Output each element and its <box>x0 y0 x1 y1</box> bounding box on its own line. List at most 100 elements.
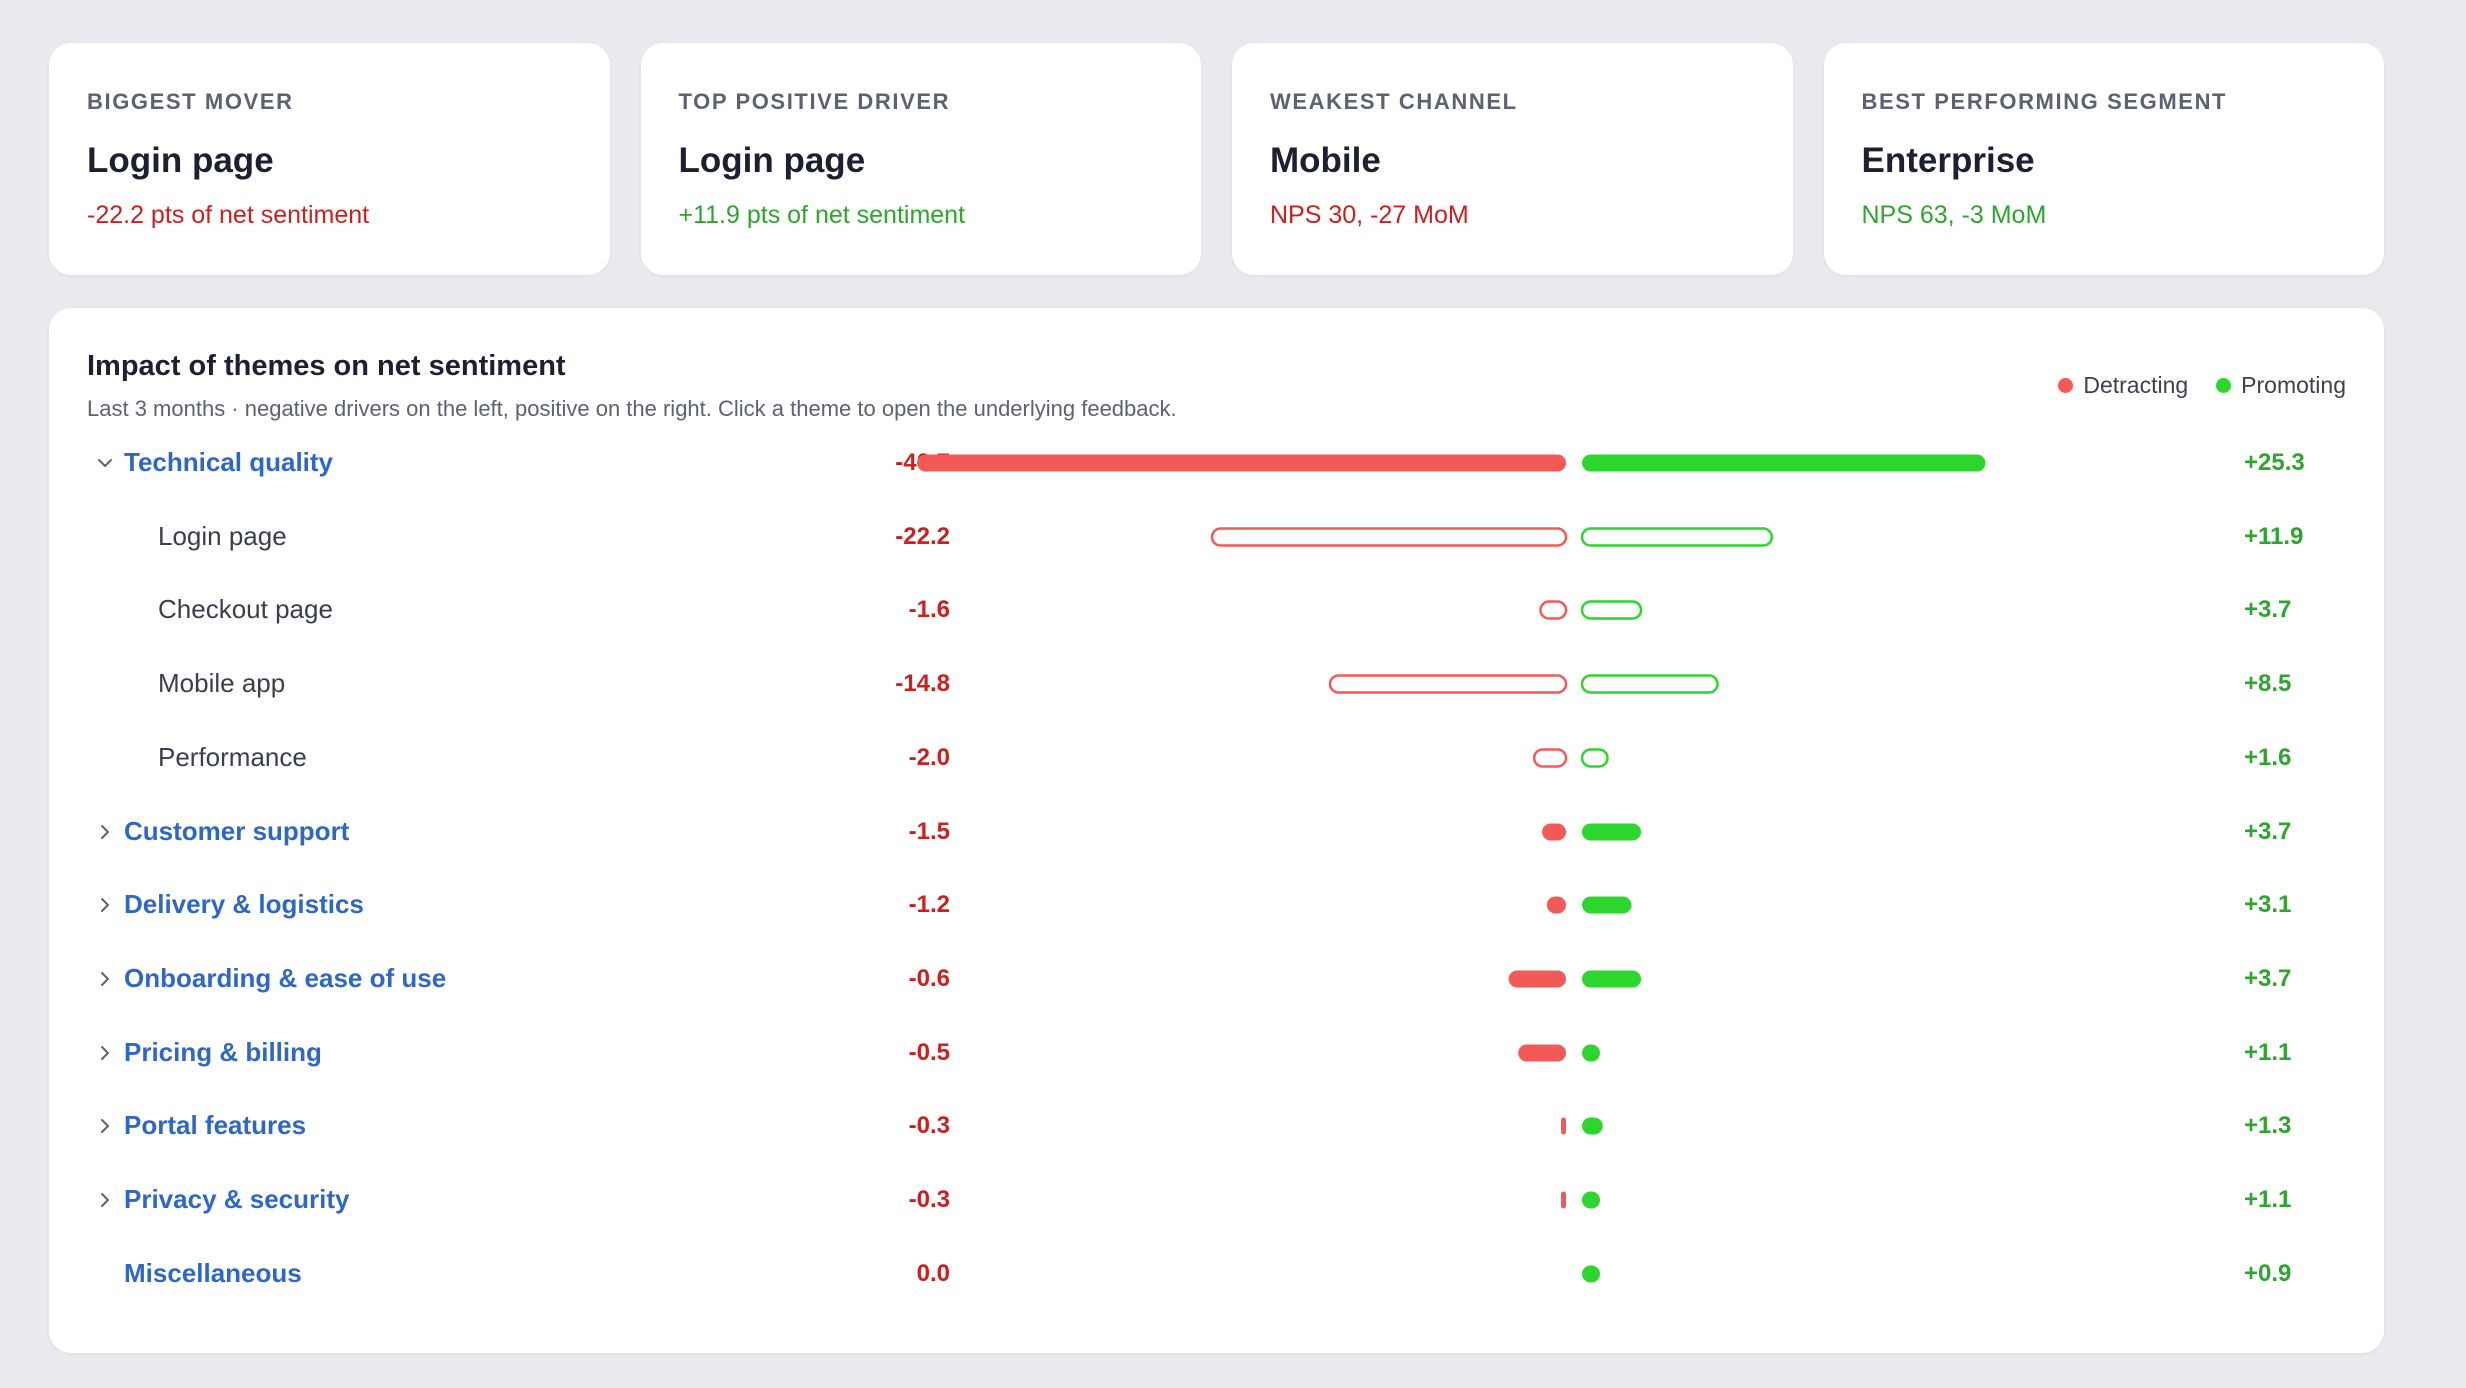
positive-bar <box>1580 674 1719 694</box>
kpi-label: WEAKEST CHANNEL <box>1270 89 1518 114</box>
theme-link[interactable]: Pricing & billing <box>124 1036 322 1067</box>
chart-legend: Detracting Promoting <box>2058 372 2346 399</box>
theme-row[interactable]: Login page -22.2 +11.9 <box>49 501 2384 575</box>
negative-bar <box>917 454 1566 472</box>
theme-link[interactable]: Privacy & security <box>124 1184 350 1214</box>
theme-link[interactable]: Portal features <box>124 1110 307 1141</box>
subtheme-label[interactable]: Checkout page <box>158 594 333 625</box>
detracting-dot-icon <box>2058 378 2074 393</box>
positive-value-label: +1.3 <box>2244 1112 2292 1140</box>
theme-link[interactable]: Technical quality <box>124 447 334 477</box>
positive-value-label: +0.9 <box>2244 1259 2292 1287</box>
kpi-label: TOP POSITIVE DRIVER <box>678 89 951 114</box>
theme-row[interactable]: Pricing & billing -0.5 +1.1 <box>49 1017 2384 1091</box>
bar-pair <box>917 454 1986 472</box>
theme-row[interactable]: Technical quality -40.7 +25.3 <box>49 427 2384 501</box>
kpi-card-best-segment: BEST PERFORMING SEGMENT Enterprise NPS 6… <box>1823 43 2384 275</box>
theme-link[interactable]: Onboarding & ease of use <box>124 962 447 993</box>
negative-value-label: -1.5 <box>908 817 950 845</box>
bar-pair <box>1542 823 1641 840</box>
negative-bar <box>1508 970 1566 988</box>
chevron-right-icon[interactable] <box>91 1039 119 1067</box>
positive-value-label: +1.1 <box>2244 1186 2292 1213</box>
chevron-down-icon[interactable] <box>91 449 119 477</box>
bar-pair <box>1561 1117 1603 1135</box>
theme-row[interactable]: Onboarding & ease of use -0.6 +3.7 <box>49 943 2384 1017</box>
positive-bar <box>1580 600 1643 621</box>
bar-pair <box>1561 1191 1600 1209</box>
theme-row[interactable]: Checkout page -1.6 +3.7 <box>49 574 2384 648</box>
theme-row[interactable]: Performance -2.0 +1.6 <box>49 722 2384 796</box>
kpi-card-top-positive-driver: TOP POSITIVE DRIVER Login page +11.9 pts… <box>640 43 1201 275</box>
negative-bar <box>1561 1117 1566 1135</box>
theme-row[interactable]: Delivery & logistics -1.2 +3.1 <box>49 869 2384 943</box>
subtheme-label[interactable]: Performance <box>158 741 307 772</box>
theme-link[interactable]: Customer support <box>124 815 350 846</box>
negative-value-label: -0.3 <box>908 1186 950 1213</box>
kpi-value: Enterprise <box>1861 141 2035 180</box>
chevron-right-icon[interactable] <box>91 1186 119 1214</box>
theme-row[interactable]: Mobile app -14.8 +8.5 <box>49 648 2384 722</box>
subtheme-label[interactable]: Login page <box>158 520 287 551</box>
panel-subtitle: Last 3 months · negative drivers on the … <box>87 396 1177 421</box>
negative-value-label: -14.8 <box>895 670 950 698</box>
kpi-sub: +11.9 pts of net sentiment <box>678 201 966 229</box>
negative-bar <box>1561 1191 1566 1209</box>
positive-bar <box>1582 1265 1600 1283</box>
positive-value-label: +1.6 <box>2244 743 2292 771</box>
chevron-right-icon[interactable] <box>91 891 119 919</box>
kpi-sub: -22.2 pts of net sentiment <box>87 201 370 229</box>
positive-bar <box>1582 896 1632 914</box>
positive-bar <box>1582 1191 1600 1209</box>
negative-bar <box>1539 600 1568 621</box>
theme-row[interactable]: Privacy & security -0.3 +1.1 <box>49 1164 2384 1238</box>
kpi-value: Login page <box>87 141 274 180</box>
negative-bar <box>1546 896 1566 914</box>
bar-pair <box>1582 1265 1600 1283</box>
chevron-right-icon[interactable] <box>91 818 119 846</box>
negative-value-label: -22.2 <box>895 522 950 550</box>
theme-row[interactable]: Portal features -0.3 +1.3 <box>49 1090 2384 1164</box>
positive-bar <box>1582 823 1641 840</box>
positive-value-label: +3.7 <box>2244 596 2292 624</box>
negative-value-label: -0.3 <box>908 1112 950 1140</box>
bar-pair <box>1328 674 1719 694</box>
negative-value-label: -1.6 <box>908 596 950 624</box>
kpi-sub: NPS 63, -3 MoM <box>1861 201 2047 229</box>
subtheme-label[interactable]: Mobile app <box>158 668 286 699</box>
legend-label-detracting: Detracting <box>2083 372 2189 398</box>
positive-bar <box>1582 1117 1603 1135</box>
negative-bar <box>1532 748 1568 768</box>
kpi-label: BEST PERFORMING SEGMENT <box>1861 89 2228 114</box>
kpi-value: Mobile <box>1270 141 1381 180</box>
negative-value-label: -1.2 <box>908 891 950 919</box>
promoting-dot-icon <box>2216 378 2232 393</box>
positive-value-label: +1.1 <box>2244 1038 2292 1066</box>
kpi-row: BIGGEST MOVER Login page -22.2 pts of ne… <box>49 43 2384 275</box>
positive-value-label: +3.7 <box>2244 817 2292 845</box>
chevron-right-icon[interactable] <box>91 965 119 993</box>
chevron-right-icon[interactable] <box>91 1112 119 1140</box>
bar-pair <box>1518 1044 1600 1062</box>
positive-value-label: +25.3 <box>2244 449 2305 476</box>
positive-value-label: +11.9 <box>2244 522 2304 550</box>
theme-row[interactable]: Customer support -1.5 +3.7 <box>49 796 2384 870</box>
positive-value-label: +3.7 <box>2244 964 2292 992</box>
kpi-card-biggest-mover: BIGGEST MOVER Login page -22.2 pts of ne… <box>49 43 610 275</box>
positive-value-label: +8.5 <box>2244 670 2292 698</box>
kpi-label: BIGGEST MOVER <box>87 89 294 114</box>
positive-bar <box>1582 454 1986 472</box>
kpi-card-weakest-channel: WEAKEST CHANNEL Mobile NPS 30, -27 MoM <box>1232 43 1793 275</box>
negative-value-label: 0.0 <box>916 1259 950 1287</box>
positive-value-label: +3.1 <box>2244 891 2292 919</box>
legend-item-detracting: Detracting <box>2058 372 2188 399</box>
theme-link[interactable]: Miscellaneous <box>124 1257 302 1288</box>
positive-bar <box>1582 1044 1600 1062</box>
negative-bar <box>1542 823 1566 840</box>
theme-row[interactable]: Miscellaneous 0.0 +0.9 <box>49 1238 2384 1312</box>
bar-pair <box>1532 748 1609 768</box>
theme-link[interactable]: Delivery & logistics <box>124 889 364 920</box>
negative-value-label: -0.6 <box>908 964 950 992</box>
positive-bar <box>1580 748 1609 768</box>
